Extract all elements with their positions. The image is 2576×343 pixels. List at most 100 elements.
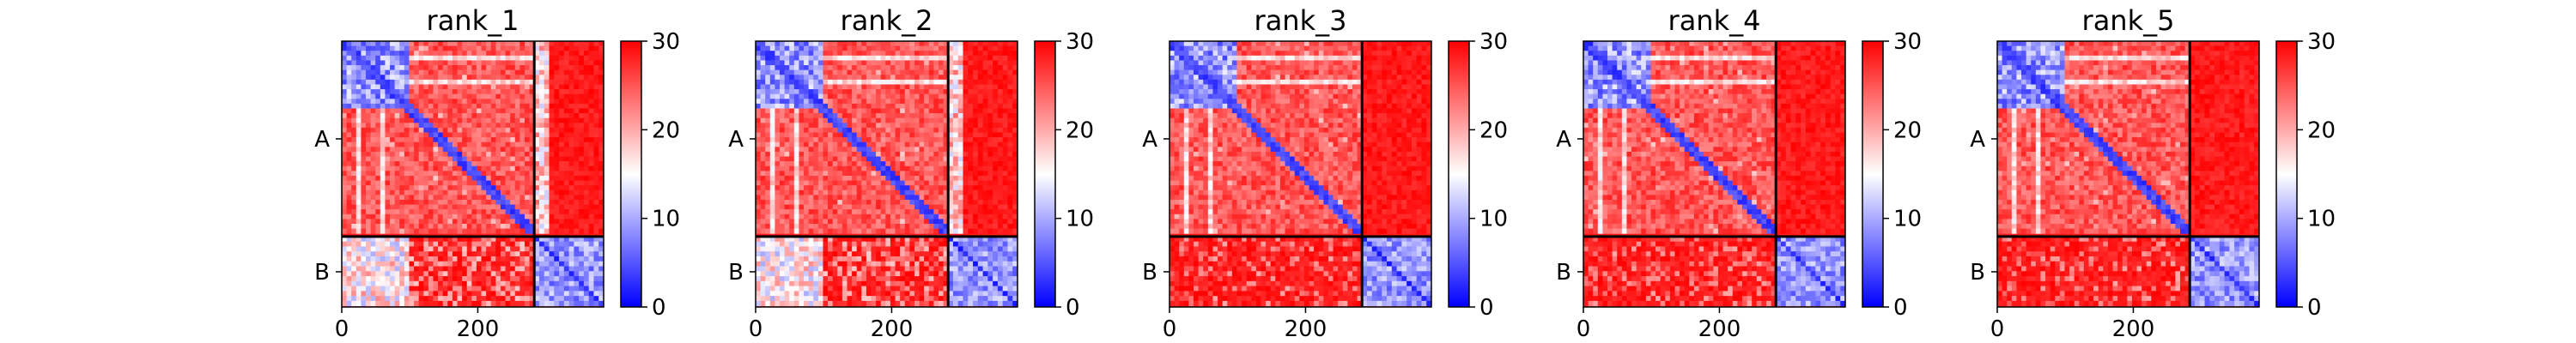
heatmap-cell (852, 228, 858, 234)
heatmap-cell (900, 93, 906, 99)
heatmap-cell (837, 209, 843, 215)
heatmap-cell (433, 117, 439, 123)
heatmap-cell (808, 190, 814, 196)
heatmap-cell (593, 60, 599, 66)
heatmap-cell (799, 45, 805, 51)
heatmap-cell (593, 84, 599, 90)
heatmap-cell (500, 51, 507, 57)
heatmap-cell (490, 89, 496, 95)
heatmap-cell (598, 266, 605, 272)
heatmap-cell (428, 199, 434, 206)
heatmap-cell (780, 246, 786, 252)
heatmap-cell (938, 41, 945, 47)
heatmap-cell (943, 132, 949, 138)
heatmap-cell (804, 271, 810, 277)
heatmap-cell (997, 45, 1004, 51)
heatmap-cell (452, 65, 459, 71)
heatmap-cell (593, 271, 599, 277)
heatmap-cell (404, 151, 410, 158)
heatmap-cell (828, 246, 834, 252)
heatmap-cell (366, 151, 372, 158)
heatmap-cell (390, 117, 396, 123)
heatmap-cell (890, 113, 896, 119)
heatmap-cell (361, 280, 367, 287)
heatmap-cell (442, 219, 448, 225)
heatmap-cell (765, 45, 771, 51)
heatmap-cell (409, 175, 415, 182)
heatmap-cell (837, 93, 843, 99)
heatmap-cell (394, 108, 400, 114)
heatmap-cell (409, 291, 415, 297)
heatmap-cell (982, 41, 988, 47)
heatmap-cell (385, 251, 391, 257)
heatmap-cell (500, 276, 507, 282)
heatmap-cell (789, 45, 795, 51)
heatmap-cell (438, 165, 444, 172)
heatmap-cell (554, 132, 560, 138)
heatmap-cell (380, 199, 386, 206)
heatmap-cell (466, 195, 472, 201)
heatmap-cell (385, 75, 391, 81)
heatmap-cell (574, 209, 580, 215)
heatmap-cell (559, 261, 565, 268)
heatmap-cell (760, 219, 766, 225)
heatmap-cell (409, 55, 415, 61)
heatmap-cell (457, 276, 463, 282)
heatmap-cell (968, 45, 974, 51)
heatmap-cell (895, 99, 901, 105)
heatmap-cell (471, 296, 477, 302)
heatmap-cell (462, 223, 468, 230)
heatmap-cell (769, 147, 775, 153)
heatmap-cell (563, 132, 570, 138)
heatmap-cell (346, 141, 352, 147)
heatmap-cell (355, 45, 361, 51)
heatmap-cell (775, 190, 781, 196)
heatmap-cell (793, 190, 799, 196)
heatmap-cell (471, 276, 477, 282)
heatmap-cell (841, 223, 848, 230)
heatmap-cell (756, 256, 762, 262)
heatmap-cell (433, 156, 439, 162)
heatmap-cell (583, 228, 590, 234)
heatmap-cell (895, 185, 901, 191)
heatmap-cell (500, 223, 507, 230)
heatmap-cell (495, 276, 501, 282)
heatmap-cell (418, 161, 424, 167)
heatmap-cell (817, 75, 823, 81)
heatmap-cell (438, 161, 444, 167)
heatmap-cell (346, 41, 352, 47)
heatmap-cell (519, 266, 526, 272)
heatmap-cell (765, 99, 771, 105)
heatmap-cell (808, 214, 814, 220)
heatmap-cell (588, 185, 594, 191)
heatmap-cell (418, 291, 424, 297)
heatmap-cell (563, 256, 570, 262)
heatmap-cell (366, 276, 372, 282)
heatmap-cell (433, 175, 439, 182)
heatmap-cell (514, 147, 520, 153)
heatmap-cell (817, 113, 823, 119)
heatmap-cell (481, 137, 487, 143)
heatmap-cell (914, 209, 920, 215)
heatmap-cell (510, 75, 516, 81)
heatmap-cell (466, 246, 472, 252)
heatmap-cell (462, 93, 468, 99)
heatmap-cell (355, 161, 361, 167)
heatmap-cell (466, 55, 472, 61)
heatmap-cell (370, 228, 376, 234)
heatmap-cell (554, 51, 560, 57)
heatmap-cell (462, 171, 468, 177)
heatmap-cell (529, 261, 535, 268)
heatmap-cell (909, 151, 915, 158)
heatmap-cell (808, 113, 814, 119)
heatmap-cell (880, 223, 886, 230)
heatmap-cell (500, 165, 507, 172)
heatmap-cell (760, 261, 766, 268)
heatmap-cell (409, 180, 415, 186)
heatmap-cell (433, 45, 439, 51)
heatmap-cell (514, 55, 520, 61)
heatmap-cell (500, 161, 507, 167)
heatmap-cell (579, 108, 585, 114)
heatmap-cell (574, 45, 580, 51)
heatmap-cell (1007, 103, 1013, 109)
